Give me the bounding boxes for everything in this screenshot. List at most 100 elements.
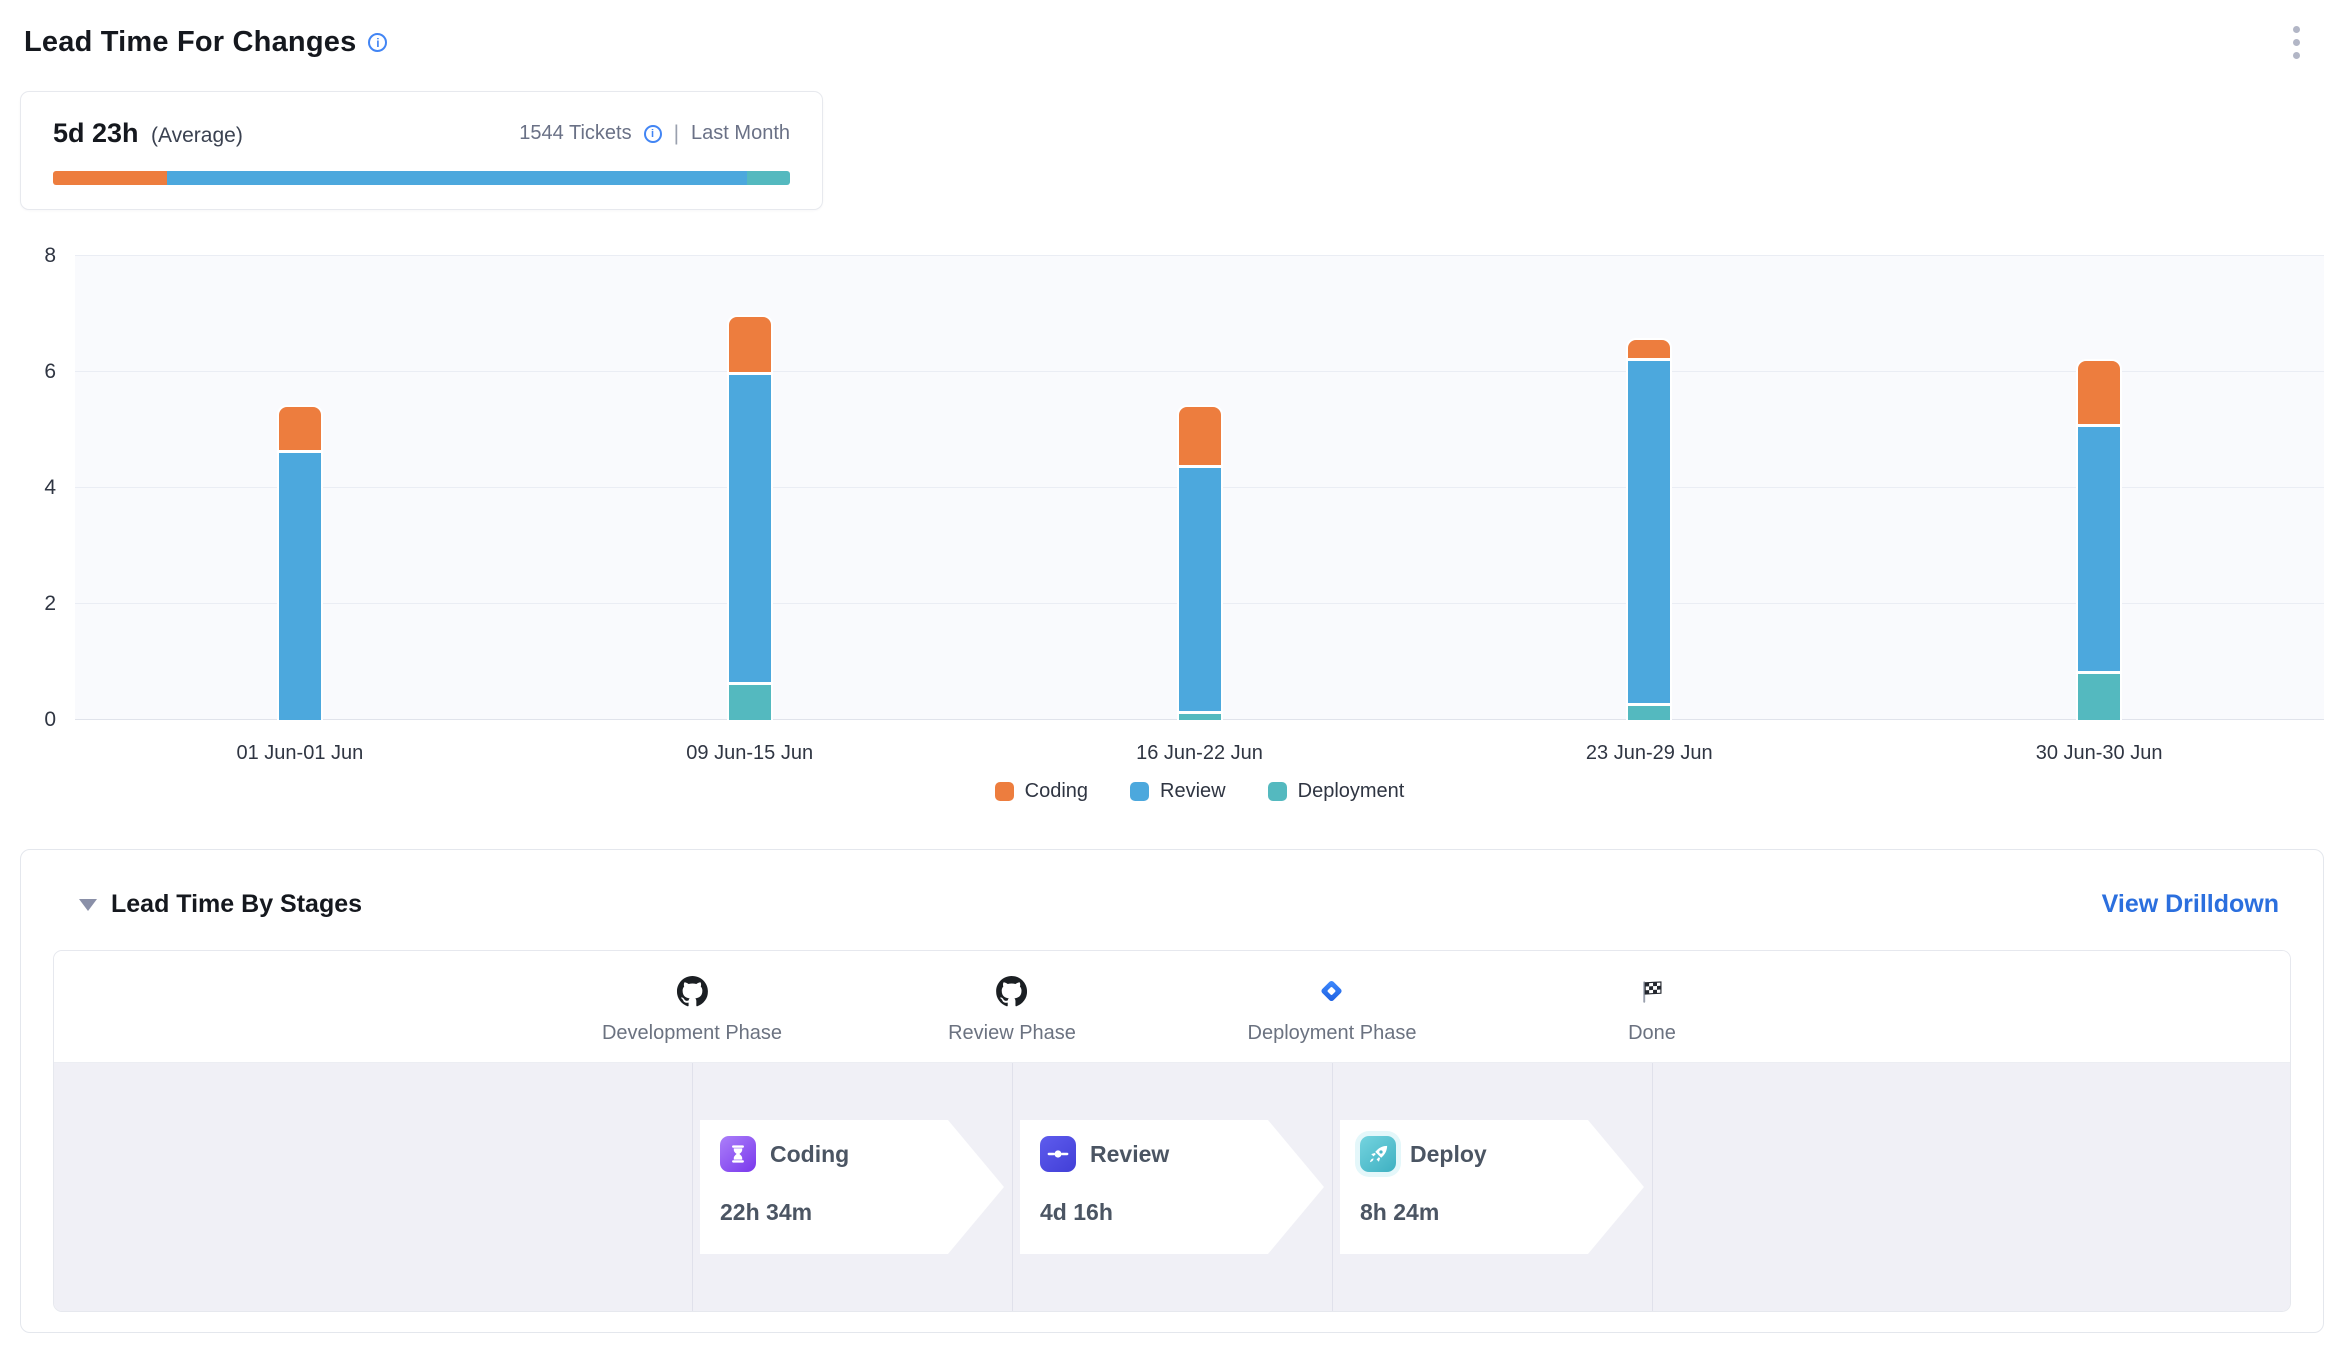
period-label: Last Month xyxy=(691,122,790,144)
view-drilldown-link[interactable]: View Drilldown xyxy=(2101,890,2279,918)
column-separator xyxy=(692,1063,693,1311)
stages-panel: Lead Time By Stages View Drilldown Devel… xyxy=(20,849,2324,1333)
stage-title: Coding xyxy=(770,1140,850,1167)
stage-icon-badge xyxy=(720,1136,756,1172)
progress-segment-deployment xyxy=(747,171,790,185)
chart-plot-area xyxy=(75,255,2324,720)
phase-header-deployment-phase: Deployment Phase xyxy=(1247,975,1417,1045)
bar-segment-coding[interactable] xyxy=(1628,340,1671,358)
stage-title: Review xyxy=(1090,1140,1170,1167)
bar-segment-review[interactable] xyxy=(1178,467,1221,712)
phase-header-review-phase: Review Phase xyxy=(948,975,1076,1045)
column-separator xyxy=(1332,1063,1333,1311)
bar-group-3 xyxy=(1178,406,1221,720)
bar-segment-coding[interactable] xyxy=(278,406,321,451)
legend-label: Deployment xyxy=(1297,780,1405,802)
bar-segment-review[interactable] xyxy=(2078,427,2121,671)
hourglass-icon xyxy=(727,1143,749,1165)
commit-icon xyxy=(1046,1142,1070,1166)
kebab-menu-icon[interactable] xyxy=(2293,26,2300,59)
bar-segment-coding[interactable] xyxy=(1178,406,1221,465)
x-axis-label: 30 Jun-30 Jun xyxy=(2035,742,2163,764)
separator: | xyxy=(673,121,680,145)
bar-group-5 xyxy=(2078,360,2121,720)
github-icon xyxy=(996,975,1028,1007)
y-axis: 0 2 4 6 8 xyxy=(20,244,64,731)
legend-swatch xyxy=(1130,782,1150,801)
x-axis-label: 01 Jun-01 Jun xyxy=(236,742,364,764)
legend-swatch xyxy=(994,782,1014,801)
bar-segment-coding[interactable] xyxy=(728,317,771,373)
legend-swatch xyxy=(1267,782,1287,801)
x-axis-label: 09 Jun-15 Jun xyxy=(686,742,814,764)
stage-value: 4d 16h xyxy=(1040,1199,1113,1225)
y-axis-label: 6 xyxy=(44,360,56,383)
stage-card-coding[interactable]: Coding 22h 34m xyxy=(700,1120,1004,1254)
bar-segment-review[interactable] xyxy=(1628,360,1671,703)
bar-segment-review[interactable] xyxy=(278,453,321,720)
tickets-count: 1544 Tickets xyxy=(519,122,632,144)
bar-segment-deployment[interactable] xyxy=(2078,673,2121,720)
stages-title: Lead Time By Stages xyxy=(111,890,363,918)
finish-flag-icon xyxy=(1639,975,1666,1007)
stage-card-deploy[interactable]: Deploy 8h 24m xyxy=(1340,1120,1644,1254)
bar-segment-deployment[interactable] xyxy=(1178,714,1221,720)
x-axis: 01 Jun-01 Jun 09 Jun-15 Jun 16 Jun-22 Jun 2… xyxy=(75,720,2324,768)
x-axis-label: 23 Jun-29 Jun xyxy=(1585,742,1713,764)
collapse-caret-icon[interactable] xyxy=(79,898,97,911)
column-separator xyxy=(1652,1063,1653,1311)
phase-label: Deployment Phase xyxy=(1247,1022,1417,1044)
y-axis-label: 0 xyxy=(44,708,56,731)
stage-icon-badge xyxy=(1040,1136,1076,1172)
legend-label: Coding xyxy=(1024,780,1089,802)
github-icon xyxy=(676,975,708,1007)
stage-icon-badge xyxy=(1360,1136,1396,1172)
gridline xyxy=(75,255,2324,256)
page-title: Lead Time For Changes xyxy=(24,26,357,58)
legend-label: Review xyxy=(1160,780,1226,802)
stage-value: 22h 34m xyxy=(720,1199,813,1225)
lead-time-chart: 0 2 4 6 8 01 Jun-01 Jun 09 Jun-15 Jun 16 Jun-2… xyxy=(20,244,2324,803)
y-axis-label: 4 xyxy=(44,476,56,499)
progress-segment-review xyxy=(167,171,748,185)
stage-card-review[interactable]: Review 4d 16h xyxy=(1020,1120,1324,1254)
bar-segment-deployment[interactable] xyxy=(728,685,771,720)
average-value: 5d 23h xyxy=(53,118,139,148)
average-value-group: 5d 23h (Average) xyxy=(53,118,243,149)
jira-icon xyxy=(1318,975,1346,1007)
legend-item-deployment[interactable]: Deployment xyxy=(1267,780,1405,803)
average-suffix: (Average) xyxy=(151,124,243,147)
column-separator xyxy=(1012,1063,1013,1311)
legend-item-coding[interactable]: Coding xyxy=(994,780,1089,803)
stage-title: Deploy xyxy=(1410,1140,1487,1167)
chart-legend: Coding Review Deployment xyxy=(75,780,2324,803)
rocket-icon xyxy=(1367,1143,1390,1166)
phase-header-done: Done xyxy=(1628,975,1676,1045)
legend-item-review[interactable]: Review xyxy=(1130,780,1226,803)
bar-group-1 xyxy=(278,406,321,720)
bar-segment-coding[interactable] xyxy=(2078,360,2121,425)
phase-header-row: Development Phase Review Phase Deploymen… xyxy=(54,951,2290,1063)
tickets-info-icon[interactable]: i xyxy=(643,124,662,143)
y-axis-label: 8 xyxy=(44,244,56,267)
progress-segment-coding xyxy=(53,171,168,185)
y-axis-label: 2 xyxy=(44,592,56,615)
page-header: Lead Time For Changes i xyxy=(20,26,2324,59)
stages-card: Development Phase Review Phase Deploymen… xyxy=(53,950,2291,1312)
bar-segment-review[interactable] xyxy=(728,375,771,683)
bar-segment-deployment[interactable] xyxy=(1628,705,1671,720)
phase-header-development-phase: Development Phase xyxy=(602,975,782,1045)
summary-card: 5d 23h (Average) 1544 Tickets i | Last M… xyxy=(20,91,823,210)
phase-label: Done xyxy=(1628,1022,1676,1044)
stacked-progress-bar xyxy=(53,171,790,185)
phase-label: Review Phase xyxy=(948,1022,1076,1044)
stage-flow-area: Coding 22h 34m Review 4d 16h Deploy 8h 24m xyxy=(54,1063,2290,1311)
stage-value: 8h 24m xyxy=(1360,1199,1440,1225)
phase-label: Development Phase xyxy=(601,1022,783,1044)
bar-group-2 xyxy=(728,317,771,720)
gridline xyxy=(75,371,2324,372)
title-info-icon[interactable]: i xyxy=(368,33,388,52)
x-axis-label: 16 Jun-22 Jun xyxy=(1136,742,1263,764)
bar-group-4 xyxy=(1628,340,1671,720)
